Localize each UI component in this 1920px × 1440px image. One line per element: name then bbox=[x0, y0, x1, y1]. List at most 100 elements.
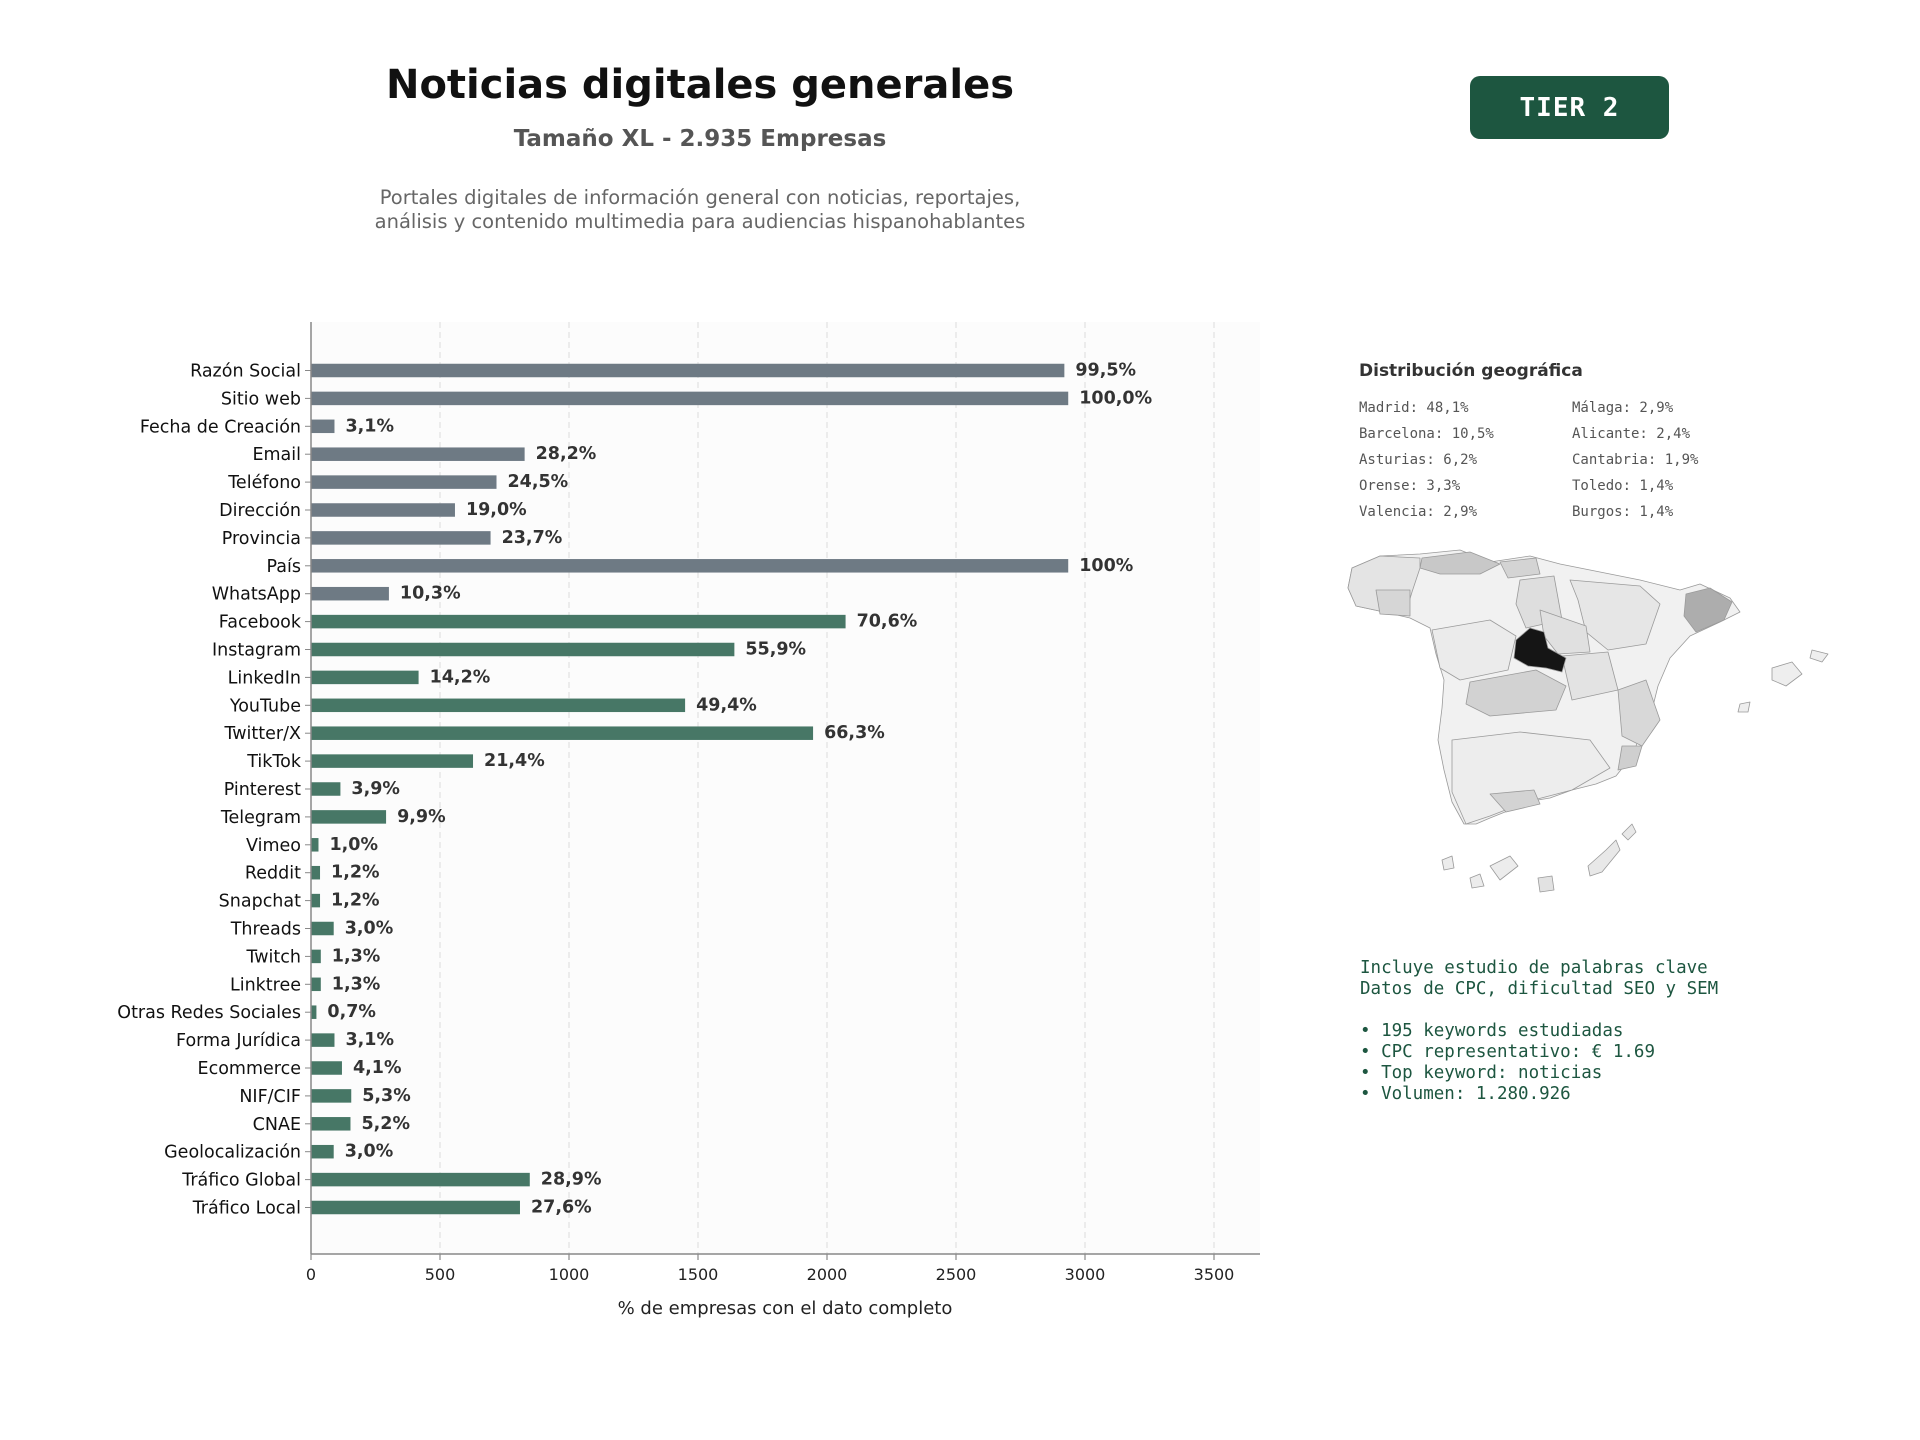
category-label: NIF/CIF bbox=[239, 1087, 301, 1107]
region-north-east bbox=[1569, 579, 1661, 651]
geo-distribution-title: Distribución geográfica bbox=[1359, 361, 1583, 381]
value-label: 1,2% bbox=[331, 863, 380, 883]
category-label: Twitter/X bbox=[223, 724, 301, 744]
value-label: 19,0% bbox=[466, 500, 527, 520]
value-label: 10,3% bbox=[400, 584, 461, 604]
value-label: 70,6% bbox=[857, 612, 918, 632]
bar bbox=[311, 475, 497, 489]
region-barcelona bbox=[1683, 587, 1733, 633]
category-label: Ecommerce bbox=[198, 1059, 301, 1079]
region-baleares bbox=[1771, 661, 1803, 687]
bar bbox=[311, 893, 321, 908]
bar bbox=[311, 949, 321, 964]
region-valencia bbox=[1617, 679, 1661, 747]
value-label: 66,3% bbox=[824, 723, 885, 743]
category-label: Threads bbox=[230, 920, 301, 940]
category-label: Vimeo bbox=[246, 836, 301, 856]
value-label: 28,2% bbox=[536, 444, 597, 464]
keywords-bullet-3: • Top keyword: noticias bbox=[1360, 1063, 1603, 1083]
bar bbox=[311, 1200, 520, 1215]
description-line-2: análisis y contenido multimedia para aud… bbox=[374, 210, 1026, 233]
category-label: Email bbox=[252, 445, 301, 465]
x-tick-label: 2000 bbox=[807, 1265, 848, 1284]
value-label: 100% bbox=[1079, 556, 1133, 576]
x-tick-label: 2500 bbox=[936, 1265, 977, 1284]
x-tick-labels: 0 500 1000 1500 2000 2500 3000 3500 bbox=[306, 1254, 1234, 1284]
bar bbox=[311, 1005, 317, 1019]
value-label: 55,9% bbox=[745, 640, 806, 660]
geo-entry-madrid: Madrid: 48,1% bbox=[1359, 400, 1469, 416]
geo-entry-asturias: Asturias: 6,2% bbox=[1359, 452, 1478, 468]
x-tick-label: 1500 bbox=[678, 1265, 719, 1284]
region-cantabria bbox=[1499, 557, 1541, 579]
value-label: 0,7% bbox=[327, 1002, 376, 1022]
geo-distribution-list: Madrid: 48,1% Málaga: 2,9% Barcelona: 10… bbox=[1359, 398, 1719, 528]
category-label: Linktree bbox=[230, 975, 301, 995]
region-alicante bbox=[1617, 745, 1643, 771]
region-toledo bbox=[1465, 669, 1567, 717]
bar bbox=[311, 391, 1069, 406]
value-label: 21,4% bbox=[484, 751, 545, 771]
bar bbox=[311, 1033, 335, 1047]
bar bbox=[311, 977, 321, 992]
category-label: Razón Social bbox=[190, 362, 301, 382]
value-label: 1,0% bbox=[329, 835, 378, 855]
keywords-bullet-1: • 195 keywords estudiadas bbox=[1360, 1021, 1624, 1041]
bar bbox=[311, 921, 334, 936]
geo-entry-malaga: Málaga: 2,9% bbox=[1572, 400, 1674, 416]
spain-choropleth-map bbox=[1347, 549, 1829, 893]
value-label: 3,1% bbox=[345, 1030, 394, 1050]
category-label: Fecha de Creación bbox=[140, 417, 301, 437]
category-labels: Razón Social Sitio web Fecha de Creación Em… bbox=[117, 362, 311, 1219]
x-tick-label: 1000 bbox=[549, 1265, 590, 1284]
page-title: Noticias digitales generales bbox=[385, 62, 1015, 108]
region-orense bbox=[1375, 589, 1411, 617]
geo-entry-valencia: Valencia: 2,9% bbox=[1359, 504, 1478, 520]
category-label: Provincia bbox=[222, 529, 301, 549]
value-label: 5,2% bbox=[361, 1114, 410, 1134]
region-canarias-east bbox=[1587, 823, 1637, 877]
value-label: 3,0% bbox=[345, 1142, 394, 1162]
region-canarias-center bbox=[1537, 875, 1555, 893]
page-description: Portales digitales de información genera… bbox=[300, 186, 1100, 234]
value-label: 99,5% bbox=[1075, 361, 1136, 381]
geo-entry-burgos: Burgos: 1,4% bbox=[1572, 504, 1674, 520]
category-label: YouTube bbox=[229, 696, 301, 716]
category-label: Otras Redes Sociales bbox=[117, 1003, 301, 1023]
category-label: País bbox=[267, 557, 301, 577]
value-label: 3,9% bbox=[351, 779, 400, 799]
bar bbox=[311, 754, 474, 768]
category-label: Instagram bbox=[212, 641, 301, 661]
value-label: 100,0% bbox=[1079, 388, 1152, 408]
keywords-line-2: Datos de CPC, dificultad SEO y SEM bbox=[1360, 979, 1719, 999]
x-axis-label: % de empresas con el dato completo bbox=[618, 1298, 953, 1319]
grid-lines bbox=[439, 322, 1215, 1254]
value-label: 4,1% bbox=[353, 1058, 402, 1078]
value-label: 1,3% bbox=[332, 946, 381, 966]
bar bbox=[311, 447, 525, 461]
geo-entry-orense: Orense: 3,3% bbox=[1359, 478, 1461, 494]
category-label: CNAE bbox=[253, 1115, 301, 1135]
category-label: Dirección bbox=[219, 501, 301, 521]
value-label: 9,9% bbox=[397, 807, 446, 827]
keywords-bullet-2: • CPC representativo: € 1.69 bbox=[1360, 1042, 1656, 1062]
keywords-spacer bbox=[1360, 1000, 1718, 1021]
region-madrid bbox=[1513, 627, 1567, 673]
keywords-line-1: Incluye estudio de palabras clave bbox=[1360, 958, 1708, 978]
region-menorca bbox=[1809, 649, 1829, 663]
value-label: 23,7% bbox=[502, 528, 563, 548]
bars-group bbox=[311, 363, 1069, 1215]
category-label: Tráfico Global bbox=[181, 1171, 301, 1191]
x-tick-label: 3000 bbox=[1065, 1265, 1106, 1284]
category-label: WhatsApp bbox=[212, 585, 301, 605]
value-labels: 99,5% 100,0% 3,1% 28,2% 24,5% 19,0% 23,7% 100% 1… bbox=[327, 361, 1152, 1218]
region-canarias-west bbox=[1441, 855, 1519, 889]
category-label: TikTok bbox=[246, 752, 302, 772]
keywords-bullet-4: • Volumen: 1.280.926 bbox=[1360, 1084, 1571, 1104]
geo-entry-barcelona: Barcelona: 10,5% bbox=[1359, 426, 1494, 442]
bar bbox=[311, 586, 389, 601]
bar bbox=[311, 698, 686, 713]
category-label: Telegram bbox=[220, 808, 301, 828]
category-label: Reddit bbox=[245, 864, 301, 884]
bar bbox=[311, 559, 1069, 573]
